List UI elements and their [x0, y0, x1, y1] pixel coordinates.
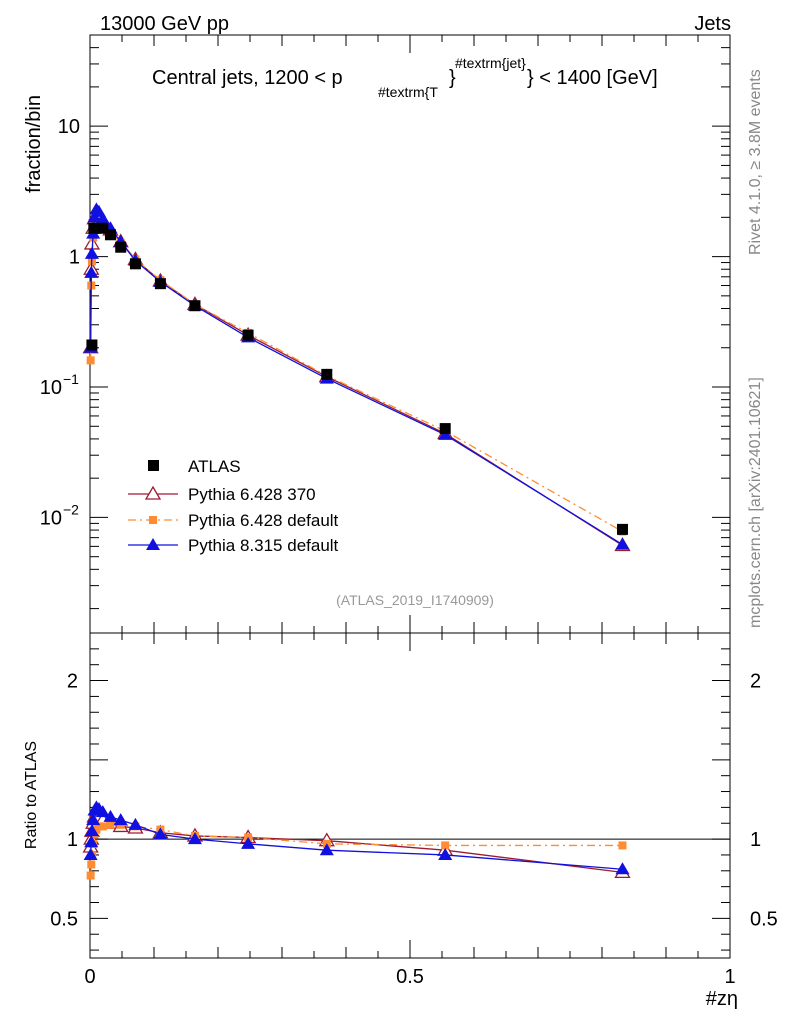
- legend-pythia8-default: Pythia 8.315 default: [128, 536, 339, 555]
- main-atlas-point: [88, 222, 100, 234]
- title-subscript: #textrm{T: [378, 84, 438, 100]
- legend-pythia8-default-marker: [146, 538, 160, 550]
- ratio-y-tick-label-right: 2: [750, 671, 761, 693]
- legend-pythia6-370-label: Pythia 6.428 370: [188, 485, 316, 504]
- legend-pythia6-370: Pythia 6.428 370: [128, 485, 316, 504]
- ratio-y-tick-label: 1: [67, 829, 78, 851]
- y-tick-label: 10: [40, 507, 62, 529]
- main-pythia-8-315-default-point: [95, 211, 110, 224]
- ratio-pythia-8-315-default-point: [84, 835, 99, 848]
- main-atlas-point: [129, 258, 141, 270]
- ratio-y-tick-label-right: 0.5: [750, 908, 778, 930]
- ratio-pythia-8-315-default-point: [128, 817, 143, 830]
- ratio-pythia-8-315-default-line: [89, 806, 623, 870]
- legend-pythia6-default: Pythia 6.428 default: [128, 511, 339, 530]
- ratio-pythia-6-428-default-point: [86, 871, 95, 880]
- x-tick-label: 0: [84, 966, 95, 988]
- ratio-y-axis-title: Ratio to ATLAS: [23, 741, 40, 849]
- main-atlas-point: [86, 339, 98, 351]
- ratio-y-tick-label: 0.5: [50, 908, 78, 930]
- ratio-y-tick-label: 2: [67, 671, 78, 693]
- ratio-pythia-6-428-default-point: [106, 820, 115, 829]
- legend: ATLAS Pythia 6.428 370 Pythia 6.428 defa…: [128, 457, 339, 555]
- energy-label: 13000 GeV pp: [100, 13, 229, 35]
- legend-pythia6-370-marker: [144, 485, 162, 500]
- y-tick-label-exponent: −1: [63, 371, 79, 387]
- analysis-reference: (ATLAS_2019_I1740909): [336, 592, 494, 608]
- ratio-pythia-8-315-default-point: [438, 847, 453, 860]
- legend-atlas-marker: [148, 460, 159, 471]
- ratio-pythia-8-315-default-point: [84, 824, 99, 837]
- main-pythia-6-428-default-line: [89, 222, 623, 533]
- rivet-label: Rivet 4.1.0, ≥ 3.8M events: [747, 69, 764, 255]
- ratio-y-tick-label-right: 1: [750, 829, 761, 851]
- mcplots-label: mcplots.cern.ch [arXiv:2401.10621]: [747, 377, 764, 628]
- main-atlas-point: [439, 423, 451, 435]
- ratio-pythia-8-315-default-point: [103, 809, 118, 822]
- main-atlas-point: [242, 329, 254, 341]
- ratio-pythia-8-315-default-point: [241, 836, 256, 849]
- main-atlas-point: [154, 278, 166, 290]
- main-atlas-point: [321, 368, 333, 380]
- legend-atlas-label: ATLAS: [188, 457, 241, 476]
- main-plot-frame: [89, 34, 731, 634]
- main-pythia-6-428-default-point: [86, 356, 95, 365]
- title-brace: }: [449, 67, 456, 89]
- y-tick-label: 1: [69, 247, 80, 269]
- ratio-pythia-6-428-default-point: [98, 822, 107, 831]
- y-tick-label: 10: [40, 377, 62, 399]
- plot-title: Central jets, 1200 < p #textrm{T } #text…: [152, 55, 658, 100]
- main-pythia-8-315-default-point: [615, 537, 630, 550]
- main-atlas-point: [616, 523, 628, 535]
- x-axis-title: #zη: [706, 988, 738, 1010]
- ratio-pythia-8-315-default-point: [95, 805, 110, 818]
- title-tail: } < 1400 [GeV]: [527, 67, 658, 89]
- ratio-pythia-8-315-default-point: [86, 813, 101, 826]
- main-pythia-8-315-default-point: [84, 246, 99, 259]
- ratio-pythia-8-315-default-point: [83, 847, 98, 860]
- jets-label: Jets: [694, 13, 731, 35]
- ratio-pythia-8-315-default-point: [113, 813, 128, 826]
- y-tick-label-exponent: −2: [63, 501, 79, 517]
- main-atlas-point: [115, 241, 127, 253]
- main-atlas-point: [189, 300, 201, 312]
- ratio-pythia-8-315-default-point: [153, 827, 168, 840]
- legend-pythia6-default-marker: [149, 516, 157, 524]
- legend-atlas: ATLAS: [148, 457, 241, 476]
- ratio-pythia-8-315-default-point: [187, 832, 202, 845]
- ratio-pythia-8-315-default-point: [319, 843, 334, 856]
- x-tick-label: 1: [724, 966, 735, 988]
- main-atlas-point: [104, 229, 116, 241]
- ratio-plot-frame: [89, 632, 731, 959]
- title-main: Central jets, 1200 < p: [152, 67, 343, 89]
- ratio-pythia-6-428-default-line: [89, 824, 623, 876]
- title-superscript: #textrm{jet}: [455, 55, 526, 71]
- legend-pythia6-default-label: Pythia 6.428 default: [188, 511, 339, 530]
- y-axis-title: fraction/bin: [23, 95, 45, 193]
- ratio-pythia-6-428-default-point: [618, 841, 627, 850]
- y-tick-label: 10: [58, 116, 80, 138]
- legend-pythia8-default-label: Pythia 8.315 default: [188, 536, 339, 555]
- ratio-pythia-6-428-default-point: [441, 841, 450, 850]
- x-tick-label: 0.5: [396, 966, 424, 988]
- ratio-pythia-6-428-default-point: [87, 860, 96, 869]
- main-pythia-8-315-default-point: [84, 265, 99, 278]
- ratio-pythia-8-315-default-point: [615, 862, 630, 875]
- main-atlas-point: [97, 222, 109, 234]
